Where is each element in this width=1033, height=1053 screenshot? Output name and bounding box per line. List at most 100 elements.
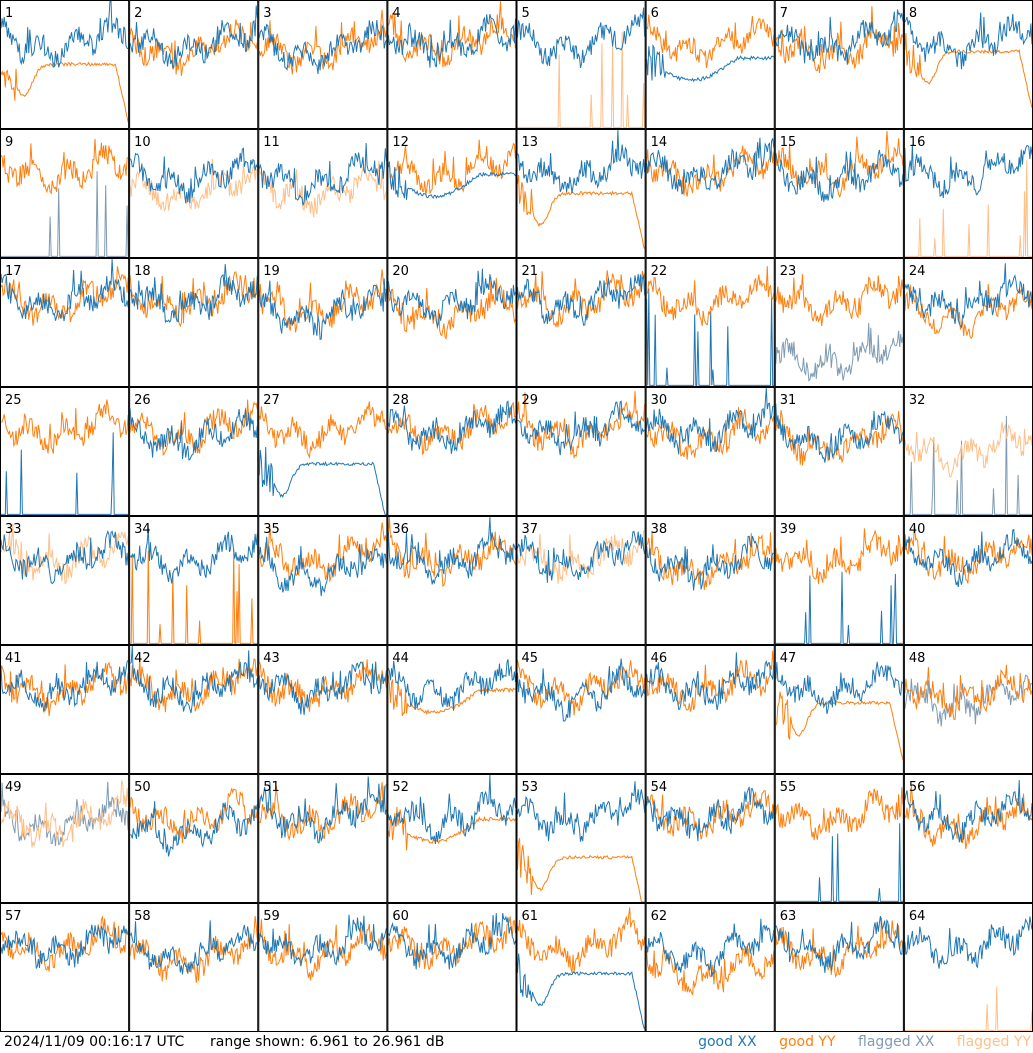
panel-36: 36 [387,516,517,645]
panel-frame [129,645,259,774]
panel-label: 62 [651,909,668,924]
series-xx-38 [646,535,774,591]
panel-frame [516,387,646,516]
panel-14: 14 [645,129,775,258]
panel-38: 38 [645,516,775,645]
series-xx-15 [775,149,903,202]
panel-label: 26 [134,393,151,408]
series-yy-23 [775,274,903,327]
panel-frame [387,0,517,129]
panel-30: 30 [645,387,775,516]
series-yy-60 [388,916,516,971]
panel-label: 51 [263,780,280,795]
panel-frame [387,258,517,387]
panel-frame [258,129,388,258]
panel-41: 41 [0,645,130,774]
series-xx-53 [517,781,645,842]
panel-label: 5 [522,6,530,21]
panel-label: 12 [392,135,409,150]
panel-25: 25 [0,387,130,516]
panel-59: 59 [258,903,388,1032]
panel-label: 49 [5,780,22,795]
panel-13: 13 [516,129,646,258]
panel-label: 9 [5,135,13,150]
panel-frame [129,258,259,387]
series-yy-49 [1,780,129,848]
series-xx-42 [130,646,258,714]
panel-frame [645,774,775,903]
legend-flagged-xx: flagged XX [858,1034,935,1050]
series-yy-2 [130,19,258,76]
panel-27: 27 [258,387,388,516]
panel-label: 19 [263,264,280,279]
series-xx-46 [646,652,774,710]
panel-frame [258,0,388,129]
panel-frame [0,387,130,516]
panel-55: 55 [774,774,904,903]
series-xx-20 [388,268,516,329]
panel-frame [774,645,904,774]
panel-frame [387,387,517,516]
panel-label: 41 [5,651,22,666]
panel-60: 60 [387,903,517,1032]
panel-label: 1 [5,6,13,21]
series-xx-52 [388,775,516,844]
panel-label: 40 [909,522,926,537]
series-yy-1 [1,61,129,123]
series-yy-3 [259,9,387,75]
series-yy-25 [1,399,129,454]
panel-frame [129,516,259,645]
panel-label: 18 [134,264,151,279]
series-yy-43 [259,659,387,712]
series-xx-14 [646,137,774,195]
panel-label: 3 [263,6,271,21]
panel-5: 5 [516,0,646,129]
series-xx-28 [388,400,516,454]
panel-7: 7 [774,0,904,129]
panel-64: 64 [903,903,1033,1032]
series-xx-57 [1,924,129,970]
panel-3: 3 [258,0,388,129]
panel-frame [129,0,259,129]
panel-label: 56 [909,780,926,795]
panel-label: 27 [263,393,280,408]
panel-label: 20 [392,264,409,279]
series-xx-13 [517,130,645,194]
series-yy-22 [646,266,774,327]
panel-51: 51 [258,774,388,903]
series-yy-6 [646,14,774,69]
series-xx-19 [259,278,387,340]
panel-label: 7 [780,6,788,21]
panel-label: 35 [263,522,280,537]
panel-label: 10 [134,135,151,150]
panel-46: 46 [645,645,775,774]
panel-frame [774,387,904,516]
panel-frame [129,903,259,1032]
panel-63: 63 [774,903,904,1032]
panel-12: 12 [387,129,517,258]
series-xx-60 [388,913,516,970]
panel-23: 23 [774,258,904,387]
legend-good-xx: good XX [698,1034,757,1050]
panel-frame [516,903,646,1032]
panel-label: 52 [392,780,409,795]
panel-frame [258,258,388,387]
series-xx-56 [904,780,1032,843]
series-yy-20 [388,277,516,340]
panel-28: 28 [387,387,517,516]
panel-40: 40 [903,516,1033,645]
panel-47: 47 [774,645,904,774]
series-xx-30 [646,388,774,455]
series-xx-29 [517,400,645,456]
range-readout: range shown: 6.961 to 26.961 dB [210,1034,445,1050]
panel-frame [645,129,775,258]
panel-label: 48 [909,651,926,666]
panel-frame [645,903,775,1032]
series-yy-44 [388,675,516,716]
series-xx-17 [1,259,129,322]
series-xx-41 [1,660,129,713]
panel-frame [645,258,775,387]
panel-label: 30 [651,393,668,408]
panel-frame [774,774,904,903]
